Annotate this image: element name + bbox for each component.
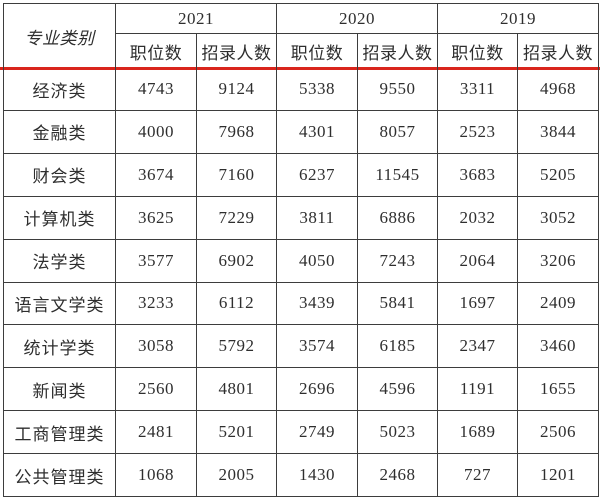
sub-header-row: 职位数 招录人数 职位数 招录人数 职位数 招录人数: [4, 33, 599, 69]
value-cell: 1068: [115, 453, 197, 497]
category-cell: 统计学类: [3, 324, 116, 369]
value-cell: 2523: [437, 110, 518, 154]
value-cell: 2032: [437, 195, 518, 240]
recruitment-stats-table: 专业类别 2021 2020 2019 职位数 招录人数 职位数 招录人数 职位…: [3, 3, 599, 497]
value-cell: 9550: [357, 68, 438, 112]
category-cell: 新闻类: [3, 367, 116, 412]
value-cell: 3460: [517, 324, 599, 369]
table-row: 公共管理类 1068 2005 1430 2468 727 1201: [3, 453, 599, 497]
value-cell: 3577: [115, 238, 197, 283]
value-cell: 4000: [115, 110, 197, 154]
value-cell: 4743: [115, 68, 197, 112]
table-row: 经济类 4743 9124 5338 9550 3311 4968: [3, 68, 599, 112]
value-cell: 3844: [517, 110, 599, 154]
category-cell: 法学类: [3, 238, 116, 283]
value-cell: 2005: [196, 453, 277, 497]
value-cell: 3811: [276, 195, 358, 240]
value-cell: 1191: [437, 367, 518, 412]
value-cell: 3674: [115, 152, 197, 197]
value-cell: 3574: [276, 324, 358, 369]
value-cell: 6237: [276, 152, 358, 197]
value-cell: 7968: [196, 110, 277, 154]
value-cell: 2506: [517, 410, 599, 455]
table-row: 统计学类 3058 5792 3574 6185 2347 3460: [3, 324, 599, 369]
value-cell: 3439: [276, 281, 358, 326]
table-row: 财会类 3674 7160 6237 11545 3683 5205: [3, 152, 599, 197]
value-cell: 5205: [517, 152, 599, 197]
value-cell: 727: [437, 453, 518, 497]
recruits-header-2019: 招录人数: [517, 33, 599, 69]
category-cell: 工商管理类: [3, 410, 116, 455]
value-cell: 1697: [437, 281, 518, 326]
value-cell: 9124: [196, 68, 277, 112]
table-row: 计算机类 3625 7229 3811 6886 2032 3052: [3, 195, 599, 240]
table-row: 金融类 4000 7968 4301 8057 2523 3844: [3, 110, 599, 154]
value-cell: 3625: [115, 195, 197, 240]
category-cell: 计算机类: [3, 195, 116, 240]
value-cell: 7243: [357, 238, 438, 283]
value-cell: 6886: [357, 195, 438, 240]
value-cell: 4596: [357, 367, 438, 412]
value-cell: 7229: [196, 195, 277, 240]
value-cell: 2468: [357, 453, 438, 497]
value-cell: 5023: [357, 410, 438, 455]
value-cell: 5841: [357, 281, 438, 326]
year-header-row: 专业类别 2021 2020 2019: [3, 3, 599, 69]
category-column-header: 专业类别: [3, 3, 116, 69]
category-cell: 语言文学类: [3, 281, 116, 326]
value-cell: 11545: [357, 152, 438, 197]
value-cell: 3058: [115, 324, 197, 369]
value-cell: 6112: [196, 281, 277, 326]
value-cell: 3052: [517, 195, 599, 240]
category-cell: 金融类: [3, 110, 116, 154]
category-cell: 公共管理类: [3, 453, 116, 497]
value-cell: 2696: [276, 367, 358, 412]
value-cell: 1689: [437, 410, 518, 455]
value-cell: 3311: [437, 68, 518, 112]
value-cell: 3206: [517, 238, 599, 283]
positions-header-2021: 职位数: [115, 33, 197, 69]
year-header-2019: 2019: [437, 3, 599, 34]
value-cell: 2560: [115, 367, 197, 412]
positions-header-2020: 职位数: [276, 33, 358, 69]
value-cell: 5338: [276, 68, 358, 112]
value-cell: 4301: [276, 110, 358, 154]
value-cell: 6902: [196, 238, 277, 283]
value-cell: 3683: [437, 152, 518, 197]
value-cell: 2749: [276, 410, 358, 455]
table-row: 语言文学类 3233 6112 3439 5841 1697 2409: [3, 281, 599, 326]
value-cell: 7160: [196, 152, 277, 197]
value-cell: 2409: [517, 281, 599, 326]
table-row: 工商管理类 2481 5201 2749 5023 1689 2506: [3, 410, 599, 455]
positions-header-2019: 职位数: [437, 33, 518, 69]
year-header-2020: 2020: [276, 3, 438, 34]
recruits-header-2021: 招录人数: [196, 33, 277, 69]
value-cell: 2064: [437, 238, 518, 283]
value-cell: 5792: [196, 324, 277, 369]
value-cell: 1430: [276, 453, 358, 497]
value-cell: 1201: [517, 453, 599, 497]
table-header: 专业类别 2021 2020 2019 职位数 招录人数 职位数 招录人数 职位…: [3, 3, 599, 69]
value-cell: 3233: [115, 281, 197, 326]
year-header-2021: 2021: [115, 3, 277, 34]
value-cell: 8057: [357, 110, 438, 154]
value-cell: 2481: [115, 410, 197, 455]
value-cell: 4801: [196, 367, 277, 412]
value-cell: 5201: [196, 410, 277, 455]
value-cell: 6185: [357, 324, 438, 369]
recruits-header-2020: 招录人数: [357, 33, 438, 69]
value-cell: 1655: [517, 367, 599, 412]
value-cell: 4050: [276, 238, 358, 283]
table-body: 经济类 4743 9124 5338 9550 3311 4968 金融类 40…: [3, 68, 599, 497]
table-row: 法学类 3577 6902 4050 7243 2064 3206: [3, 238, 599, 283]
category-cell: 经济类: [3, 68, 116, 112]
table-row: 新闻类 2560 4801 2696 4596 1191 1655: [3, 367, 599, 412]
value-cell: 2347: [437, 324, 518, 369]
category-cell: 财会类: [3, 152, 116, 197]
value-cell: 4968: [517, 68, 599, 112]
